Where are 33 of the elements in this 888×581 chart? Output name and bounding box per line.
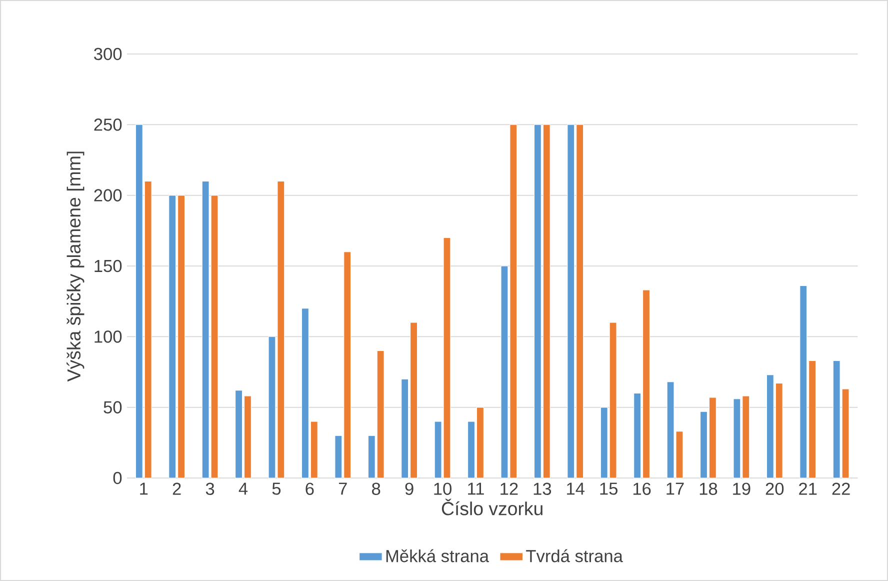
y-tick-label: 50 xyxy=(104,401,122,414)
x-tick-label: 5 xyxy=(272,482,281,495)
x-tick-label: 12 xyxy=(500,482,518,495)
y-tick-label: 150 xyxy=(94,260,122,272)
x-tick-label: 9 xyxy=(405,482,414,495)
x-tick-label: 17 xyxy=(666,482,684,495)
y-tick-label: 300 xyxy=(94,48,122,60)
x-tick-label: 18 xyxy=(700,482,718,495)
legend-label: Tvrdá strana xyxy=(526,549,623,562)
y-tick-label: 250 xyxy=(94,118,122,131)
x-tick-label: 6 xyxy=(306,482,314,495)
y-axis-title: Výška špičky plamene [mm] xyxy=(66,152,84,382)
x-tick-label: 4 xyxy=(238,482,248,495)
x-tick-label: 3 xyxy=(206,482,214,495)
y-tick-label: 100 xyxy=(94,330,122,343)
x-tick-label: 22 xyxy=(832,482,850,495)
x-tick-label: 14 xyxy=(567,482,585,495)
x-tick-label: 2 xyxy=(172,482,181,495)
legend-label: Měkká strana xyxy=(386,549,490,562)
x-tick-label: 1 xyxy=(140,482,148,495)
x-tick-label: 20 xyxy=(766,482,784,495)
x-tick-label: 10 xyxy=(434,482,452,495)
x-tick-label: 21 xyxy=(799,482,817,495)
x-tick-label: 13 xyxy=(534,482,552,495)
x-tick-label: 19 xyxy=(733,482,750,495)
y-tick-label: 0 xyxy=(113,472,122,484)
x-tick-label: 7 xyxy=(338,482,347,495)
x-axis-title: Číslo vzorku xyxy=(442,498,542,516)
x-tick-label: 11 xyxy=(468,482,484,495)
x-tick-label: 8 xyxy=(372,482,380,495)
x-tick-label: 15 xyxy=(600,482,618,495)
x-tick-label: 16 xyxy=(633,482,651,495)
y-tick-label: 200 xyxy=(94,189,122,202)
